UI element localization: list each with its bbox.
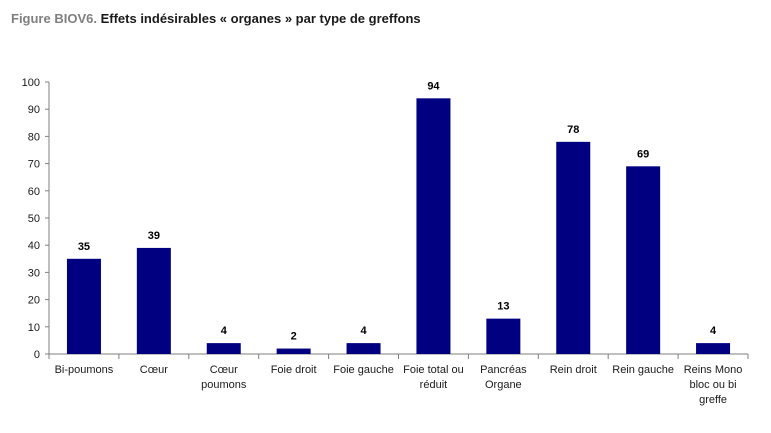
x-tick-label: Bi-poumons (54, 364, 114, 376)
figure-title: Effets indésirables « organes » par type… (100, 11, 421, 26)
x-tick-label: Rein droit (549, 364, 597, 376)
y-tick-label: 20 (28, 295, 40, 307)
y-tick-label: 80 (28, 131, 40, 143)
bar (696, 343, 731, 354)
data-label: 4 (710, 325, 717, 337)
x-tick-label: Foie droit (270, 364, 317, 376)
y-tick-label: 10 (28, 322, 40, 334)
bar (206, 343, 241, 354)
x-tick-label: Foie gauche (333, 364, 394, 376)
y-tick-label: 0 (34, 349, 40, 361)
bar (136, 247, 171, 354)
data-label: 13 (497, 301, 509, 313)
y-tick-label: 60 (28, 186, 40, 198)
y-tick-label: 30 (28, 267, 40, 279)
bar (346, 343, 381, 354)
bar (486, 318, 521, 354)
x-tick-label: Cœur (139, 364, 168, 376)
data-label: 4 (221, 325, 228, 337)
data-label: 2 (291, 331, 297, 343)
bar (626, 166, 661, 354)
data-label: 39 (148, 230, 160, 242)
x-tick-label: Reins Mono bloc ou bi greffe (683, 364, 743, 406)
x-tick-label: Pancréas Organe (480, 364, 527, 391)
data-label: 35 (78, 241, 90, 253)
y-tick-label: 100 (22, 77, 40, 89)
x-tick-label: Rein gauche (612, 364, 675, 376)
data-label: 69 (637, 148, 649, 160)
y-tick-label: 40 (28, 240, 40, 252)
y-tick-label: 50 (28, 213, 40, 225)
chart-title: Figure BIOV6. Effets indésirables « orga… (11, 11, 421, 27)
figure-number: Figure BIOV6. (11, 11, 97, 26)
data-label: 4 (360, 325, 367, 337)
x-tick-label: Cœur poumons (201, 364, 247, 391)
y-tick-label: 90 (28, 104, 40, 116)
y-tick-label: 70 (28, 159, 40, 171)
bar (276, 348, 311, 354)
data-label: 94 (427, 80, 440, 92)
data-label: 78 (567, 124, 579, 136)
bar (556, 141, 591, 354)
x-tick-label: Foie total ou réduit (403, 364, 464, 391)
bar (416, 98, 451, 354)
bar (66, 258, 101, 354)
